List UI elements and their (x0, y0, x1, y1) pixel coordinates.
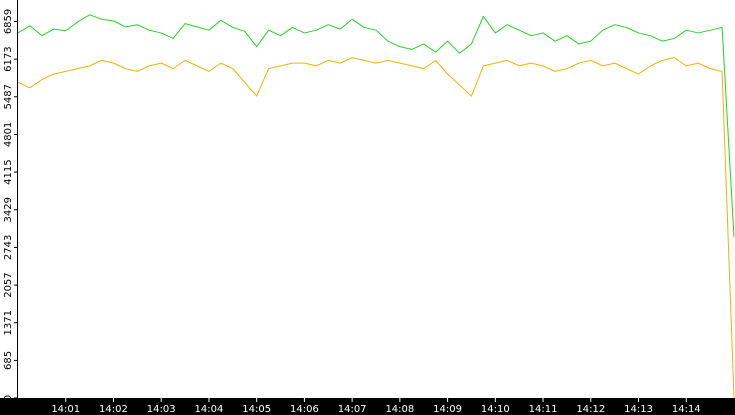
x-tick-label: 14:07 (338, 404, 367, 415)
x-tick-label: 14:02 (99, 404, 128, 415)
x-tick-label: 14:03 (147, 404, 176, 415)
x-tick-label: 14:01 (51, 404, 80, 415)
y-tick-label: 6173 (3, 46, 14, 71)
y-tick-label: 4801 (3, 122, 14, 147)
x-tick-label: 14:12 (576, 404, 605, 415)
y-tick-label: 3429 (3, 197, 14, 222)
y-tick-label: 5487 (3, 84, 14, 109)
y-tick-label: 6859 (3, 9, 14, 34)
x-tick-label: 14:13 (624, 404, 653, 415)
y-tick-label: 0 (3, 395, 14, 401)
series-line (17, 14, 735, 238)
y-tick-label: 2057 (3, 272, 14, 297)
y-tick-label: 1371 (3, 310, 14, 335)
series-line (17, 57, 735, 399)
y-tick-label: 2743 (3, 235, 14, 260)
x-tick-label: 14:08 (385, 404, 414, 415)
x-tick-label: 14:06 (290, 404, 319, 415)
y-tick-label: 685 (3, 351, 14, 370)
x-tick-label: 14:04 (195, 404, 224, 415)
x-axis-band (0, 398, 735, 415)
y-tick-label: 4115 (3, 159, 14, 184)
x-tick-label: 14:14 (672, 404, 701, 415)
x-tick-label: 14:11 (529, 404, 558, 415)
x-tick-label: 14:09 (433, 404, 462, 415)
x-tick-label: 14:05 (242, 404, 271, 415)
x-tick-label: 14:10 (481, 404, 510, 415)
